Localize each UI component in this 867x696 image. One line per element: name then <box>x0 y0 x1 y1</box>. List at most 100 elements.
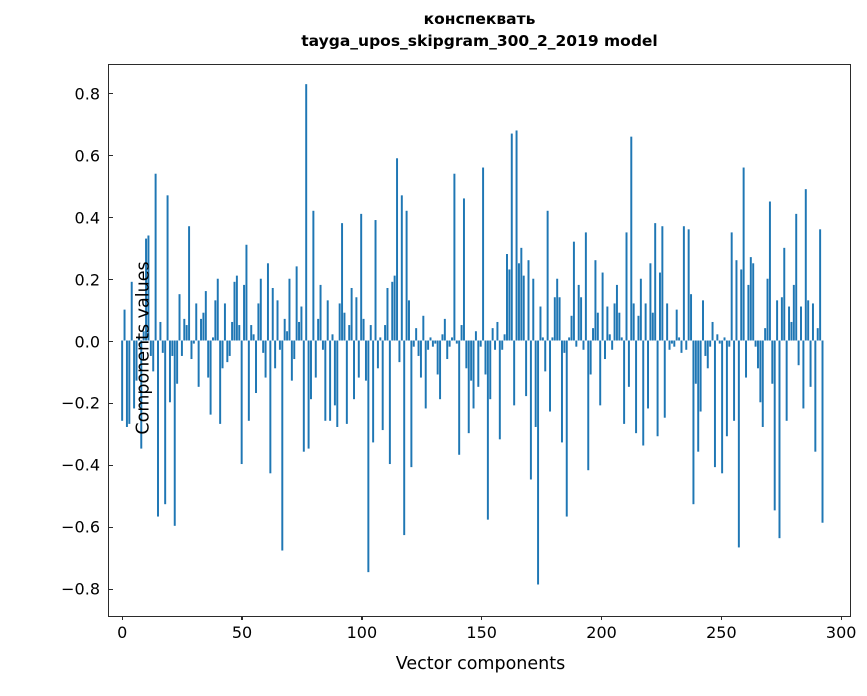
bar <box>699 340 702 412</box>
bar <box>140 340 143 449</box>
bar <box>721 340 724 474</box>
bar <box>668 340 671 350</box>
bar <box>742 167 745 341</box>
bar <box>295 266 298 341</box>
y-tick-label: −0.6 <box>61 517 100 537</box>
bar <box>422 315 425 341</box>
bar <box>572 241 575 341</box>
bar <box>764 328 767 341</box>
bar <box>326 300 329 341</box>
bar <box>243 284 246 341</box>
bar <box>594 260 597 341</box>
bar <box>197 340 200 387</box>
bar <box>274 340 277 369</box>
bar <box>768 201 771 341</box>
bar <box>685 340 688 350</box>
bar <box>582 340 585 350</box>
bar <box>474 331 477 341</box>
bar <box>510 133 513 341</box>
bar <box>821 340 824 523</box>
bar <box>601 272 604 341</box>
bar <box>281 340 284 551</box>
bar <box>400 195 403 341</box>
bar <box>673 340 676 347</box>
bar <box>587 340 590 471</box>
bar <box>145 238 148 341</box>
bar <box>341 223 344 341</box>
bar <box>319 284 322 341</box>
bar <box>255 340 257 394</box>
bar <box>716 334 719 341</box>
bar <box>687 229 690 341</box>
bar <box>204 291 207 341</box>
bar <box>709 340 712 347</box>
bar <box>451 337 453 341</box>
y-tick-label: −0.8 <box>61 579 100 599</box>
bar <box>353 340 355 400</box>
bar <box>663 340 666 418</box>
bar <box>780 297 783 341</box>
bar <box>439 340 442 400</box>
bar <box>706 340 709 369</box>
bar <box>692 340 695 505</box>
bar <box>245 244 248 341</box>
bar <box>367 340 370 573</box>
bar <box>728 340 731 347</box>
bar <box>570 315 573 341</box>
x-tick-label: 100 <box>346 623 378 642</box>
y-axis-label: Components values <box>133 261 154 435</box>
y-tick-mark <box>109 402 114 405</box>
bar <box>259 278 262 341</box>
bar <box>584 232 587 341</box>
bar <box>381 340 384 431</box>
bar <box>647 340 650 409</box>
bar <box>670 340 673 344</box>
bar <box>654 223 657 341</box>
bar <box>694 340 697 384</box>
bar <box>157 340 159 517</box>
bar <box>345 340 348 424</box>
bar <box>168 340 171 403</box>
bar <box>713 340 716 468</box>
bar <box>250 325 253 341</box>
bar <box>307 340 310 449</box>
bar <box>329 340 332 421</box>
bar <box>343 312 346 341</box>
bar <box>761 340 764 427</box>
bar <box>460 325 463 341</box>
x-tick-mark <box>481 616 483 621</box>
bar <box>467 340 470 434</box>
bar <box>152 340 155 372</box>
bar <box>704 340 707 356</box>
bar <box>321 340 324 350</box>
bar <box>816 328 819 341</box>
bar <box>135 340 138 381</box>
bar <box>393 275 396 341</box>
bar <box>278 340 281 350</box>
bar <box>298 321 301 341</box>
bar <box>372 340 375 443</box>
bar <box>788 306 791 341</box>
bar <box>568 337 571 341</box>
bar <box>424 340 427 409</box>
bar <box>362 318 365 341</box>
bar <box>749 257 752 341</box>
bar <box>453 173 456 341</box>
bar <box>809 340 812 387</box>
bar <box>589 340 592 375</box>
bar <box>532 278 535 341</box>
bar <box>656 340 659 437</box>
bar <box>790 321 793 341</box>
bar <box>675 309 678 341</box>
bar <box>214 300 217 341</box>
bar <box>324 340 327 421</box>
bar <box>396 158 399 341</box>
bar <box>417 340 420 356</box>
bar <box>623 340 626 424</box>
bar <box>565 340 568 517</box>
bar <box>154 173 157 341</box>
bar <box>752 263 755 341</box>
bar <box>309 340 312 400</box>
bar <box>534 340 537 427</box>
bar <box>173 340 176 526</box>
